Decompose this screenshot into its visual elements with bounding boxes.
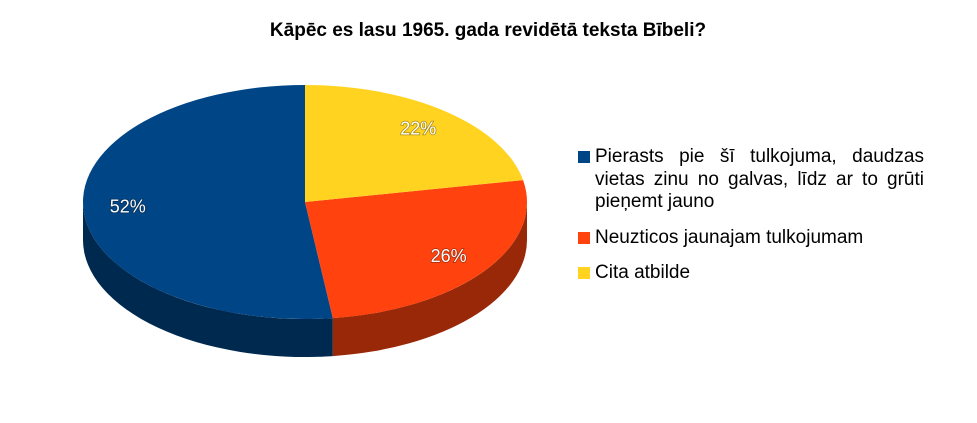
legend-label: Neuzticos jaunajam tulkojumam (595, 226, 864, 248)
data-label: 22% (400, 119, 436, 139)
legend-label: Pierasts pie šī tulkojuma, daudzas vieta… (595, 146, 924, 212)
data-label: 26% (431, 246, 467, 266)
legend-swatch (578, 267, 590, 279)
slice (305, 180, 527, 319)
slice-side (332, 202, 527, 357)
pie-tops (83, 85, 527, 319)
legend-item: Cita atbilde (578, 262, 924, 285)
slice (83, 85, 333, 319)
legend-item: Neuzticos jaunajam tulkojumam (578, 227, 924, 250)
legend-swatch (578, 151, 590, 163)
legend-label: Cita atbilde (595, 262, 691, 283)
pie-sides (83, 202, 527, 357)
slice-side (83, 202, 333, 357)
legend: Pierasts pie šī tulkojuma, daudzas vieta… (578, 146, 924, 298)
legend-swatch (578, 231, 590, 244)
chart-title: Kāpēc es lasu 1965. gada revidētā teksta… (270, 20, 706, 41)
data-label: 52% (110, 197, 146, 217)
legend-item: Pierasts pie šī tulkojuma, daudzas vieta… (578, 146, 924, 214)
slice (305, 85, 524, 202)
